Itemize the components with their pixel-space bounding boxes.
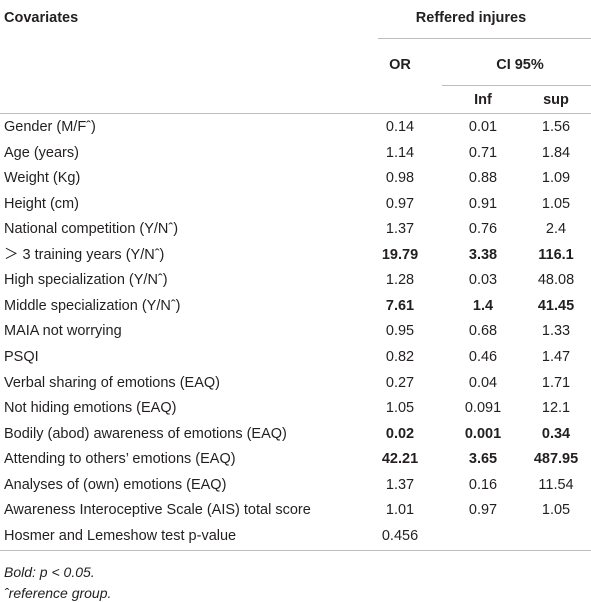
sup-cell: 1.05 bbox=[541, 502, 571, 519]
inf-cell: 0.46 bbox=[468, 349, 498, 366]
row-label: Weight (Kg) bbox=[4, 170, 81, 187]
inf-cell: 0.01 bbox=[468, 119, 498, 135]
row-label: Height (cm) bbox=[4, 195, 79, 212]
sup-cell: 116.1 bbox=[538, 246, 574, 263]
inf-cell: 1.4 bbox=[472, 297, 494, 314]
rule bbox=[442, 85, 591, 86]
header-or: OR bbox=[389, 57, 411, 73]
or-cell: 1.05 bbox=[385, 400, 415, 417]
sup-cell: 0.34 bbox=[541, 425, 571, 442]
row-label: Middle specialization (Y/Nˆ) bbox=[4, 297, 181, 314]
or-cell: 0.456 bbox=[381, 527, 419, 544]
inf-cell: 0.68 bbox=[468, 323, 498, 340]
header-inf: Inf bbox=[474, 92, 492, 108]
sup-cell: 41.45 bbox=[537, 297, 575, 314]
inf-cell: 3.65 bbox=[468, 451, 498, 468]
or-cell: 0.98 bbox=[385, 170, 415, 187]
inf-cell: 0.91 bbox=[468, 195, 498, 212]
header-ci: CI 95% bbox=[496, 57, 544, 73]
sup-cell: 1.84 bbox=[541, 144, 571, 161]
row-label: Bodily (abod) awareness of emotions (EAQ… bbox=[4, 425, 287, 442]
sup-cell: 11.54 bbox=[538, 476, 574, 493]
row-label: National competition (Y/Nˆ) bbox=[4, 221, 179, 238]
or-cell: 0.82 bbox=[385, 349, 415, 366]
inf-cell: 0.71 bbox=[468, 144, 498, 161]
row-label: Age (years) bbox=[4, 144, 79, 161]
inf-cell: 0.88 bbox=[468, 170, 498, 187]
rule bbox=[0, 113, 591, 114]
row-label: PSQI bbox=[4, 349, 39, 366]
row-label: Verbal sharing of emotions (EAQ) bbox=[4, 374, 220, 391]
sup-cell: 1.47 bbox=[541, 349, 571, 366]
or-cell: 7.61 bbox=[385, 297, 415, 314]
footnote: ˆreference group. bbox=[4, 585, 112, 601]
sup-cell: 2.4 bbox=[545, 221, 567, 238]
row-label: High specialization (Y/Nˆ) bbox=[4, 272, 168, 289]
row-label: Gender (M/Fˆ) bbox=[4, 119, 96, 135]
or-cell: 0.97 bbox=[385, 195, 415, 212]
rule bbox=[0, 550, 591, 551]
or-cell: 1.37 bbox=[385, 476, 415, 493]
inf-cell: 3.38 bbox=[468, 246, 498, 263]
sup-cell: 48.08 bbox=[537, 272, 575, 289]
sup-cell: 1.05 bbox=[541, 195, 571, 212]
inf-cell: 0.16 bbox=[468, 476, 498, 493]
or-cell: 0.95 bbox=[385, 323, 415, 340]
header-sup: sup bbox=[543, 92, 569, 108]
row-label: MAIA not worrying bbox=[4, 323, 122, 340]
row-label: Analyses of (own) emotions (EAQ) bbox=[4, 476, 227, 493]
header-covariates: Covariates bbox=[4, 10, 79, 26]
sup-cell: 12.1 bbox=[541, 400, 571, 417]
or-cell: 1.01 bbox=[385, 502, 415, 519]
or-cell: 0.27 bbox=[385, 374, 415, 391]
row-label: ＞ 3 training years (Y/Nˆ) bbox=[4, 246, 165, 263]
inf-cell: 0.091 bbox=[464, 400, 502, 417]
row-label: Awareness Interoceptive Scale (AIS) tota… bbox=[4, 502, 311, 519]
sup-cell: 1.33 bbox=[541, 323, 571, 340]
or-cell: 1.37 bbox=[385, 221, 415, 238]
or-cell: 42.21 bbox=[381, 451, 419, 468]
footnote: Bold: p < 0.05. bbox=[4, 564, 95, 580]
or-cell: 1.14 bbox=[385, 144, 415, 161]
inf-cell: 0.04 bbox=[468, 374, 498, 391]
inf-cell: 0.001 bbox=[464, 425, 502, 442]
sup-cell: 1.09 bbox=[541, 170, 571, 187]
rule bbox=[378, 38, 591, 39]
row-label: Not hiding emotions (EAQ) bbox=[4, 400, 177, 417]
sup-cell: 487.95 bbox=[533, 451, 579, 468]
sup-cell: 1.56 bbox=[541, 119, 571, 135]
row-label: Attending to others’ emotions (EAQ) bbox=[4, 451, 236, 468]
header-group: Reffered injures bbox=[415, 10, 527, 26]
or-cell: 0.02 bbox=[385, 425, 415, 442]
inf-cell: 0.76 bbox=[468, 221, 498, 238]
sup-cell: 1.71 bbox=[541, 374, 571, 391]
or-cell: 19.79 bbox=[381, 246, 419, 263]
inf-cell: 0.97 bbox=[468, 502, 498, 519]
or-cell: 0.14 bbox=[385, 119, 415, 135]
inf-cell: 0.03 bbox=[468, 272, 498, 289]
or-cell: 1.28 bbox=[385, 272, 415, 289]
row-label: Hosmer and Lemeshow test p-value bbox=[4, 527, 237, 544]
